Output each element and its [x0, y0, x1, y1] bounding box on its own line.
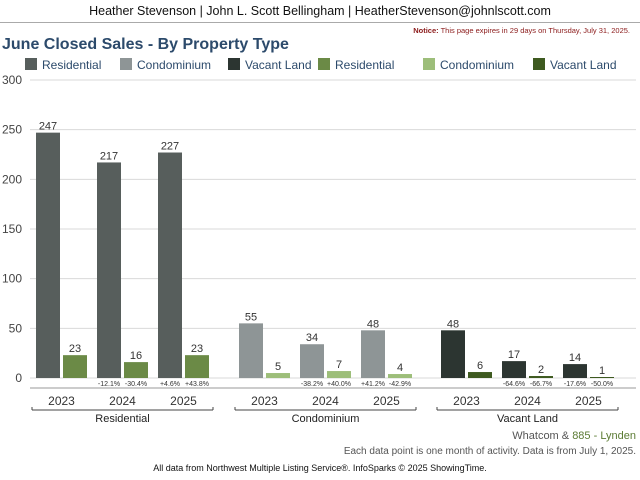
bar-value-label: 16	[130, 350, 142, 362]
area-name: 885 - Lynden	[572, 430, 636, 442]
bar-secondary	[266, 373, 290, 378]
change-label: -50.0%	[591, 381, 613, 388]
bar-chart: Residential Condominium Vacant Land Residen…	[2, 58, 636, 425]
notice-text: This page expires in 29 days on Thursday…	[440, 26, 630, 35]
change-label: -12.1%	[98, 381, 120, 388]
x-tick-label: 2023	[251, 394, 278, 408]
group-label: Vacant Land	[497, 413, 558, 425]
agent-contact-line: Heather Stevenson | John L. Scott Bellin…	[89, 4, 551, 18]
area-prefix: Whatcom &	[512, 430, 570, 442]
bar-value-label: 48	[447, 318, 459, 330]
x-tick-label: 2023	[453, 394, 480, 408]
bar-value-label: 34	[306, 332, 318, 344]
change-label: -17.6%	[564, 381, 586, 388]
chart-title: June Closed Sales - By Property Type	[2, 36, 289, 53]
legend-swatch	[25, 58, 37, 70]
legend-label: Residential	[335, 58, 394, 72]
bar-value-label: 48	[367, 318, 379, 330]
bar-value-label: 23	[69, 343, 81, 355]
bar-primary	[239, 323, 263, 378]
bar-primary	[300, 344, 324, 378]
legend-label: Condominium	[440, 58, 514, 72]
bar-value-label: 2	[538, 364, 544, 376]
change-label: +40.0%	[327, 381, 351, 388]
change-label: -66.7%	[530, 381, 552, 388]
source-note: All data from Northwest Multiple Listing…	[153, 463, 487, 473]
bar-value-label: 23	[191, 343, 203, 355]
bar-primary	[361, 330, 385, 378]
bar-value-label: 5	[275, 361, 281, 373]
bar-secondary	[327, 371, 351, 378]
bar-secondary	[63, 355, 87, 378]
legend-label: Vacant Land	[550, 58, 617, 72]
legend-swatch	[423, 58, 435, 70]
bar-secondary	[529, 376, 553, 378]
header-bar: Heather Stevenson | John L. Scott Bellin…	[0, 0, 640, 23]
change-label: -42.9%	[389, 381, 411, 388]
change-label: -38.2%	[301, 381, 323, 388]
group-label: Condominium	[292, 413, 360, 425]
legend-label: Vacant Land	[245, 58, 312, 72]
y-tick-label: 100	[2, 272, 22, 286]
y-tick-label: 200	[2, 172, 22, 186]
bar-secondary	[124, 362, 148, 378]
x-tick-label: 2024	[312, 394, 339, 408]
y-tick-label: 0	[15, 371, 22, 385]
x-tick-label: 2024	[109, 394, 136, 408]
bar-value-label: 55	[245, 311, 257, 323]
bar-value-label: 7	[336, 359, 342, 371]
bar-primary	[36, 132, 60, 378]
bar-primary	[158, 152, 182, 378]
x-tick-label: 2025	[575, 394, 602, 408]
legend-swatch	[228, 58, 240, 70]
bar-value-label: 17	[508, 349, 520, 361]
x-tick-label: 2025	[373, 394, 400, 408]
y-tick-label: 250	[2, 123, 22, 137]
expiry-notice: Notice: This page expires in 29 days on …	[413, 26, 630, 35]
bar-secondary	[388, 374, 412, 378]
legend-swatch	[318, 58, 330, 70]
bar-value-label: 14	[569, 352, 581, 364]
bar-value-label: 1	[599, 365, 605, 377]
bar-secondary	[590, 377, 614, 378]
x-tick-label: 2025	[170, 394, 197, 408]
x-tick-label: 2023	[48, 394, 75, 408]
bar-value-label: 247	[39, 121, 57, 133]
legend-swatch	[120, 58, 132, 70]
bar-value-label: 4	[397, 362, 403, 374]
bar-value-label: 217	[100, 150, 118, 162]
legend-label: Condominium	[137, 58, 211, 72]
legend-label: Residential	[42, 58, 101, 72]
data-note: Each data point is one month of activity…	[343, 446, 636, 457]
y-tick-label: 150	[2, 222, 22, 236]
change-label: +41.2%	[361, 381, 385, 388]
change-label: -64.6%	[503, 381, 525, 388]
group-label: Residential	[95, 413, 149, 425]
bar-primary	[502, 361, 526, 378]
y-tick-label: 300	[2, 73, 22, 87]
change-label: +43.8%	[185, 381, 209, 388]
x-tick-label: 2024	[514, 394, 541, 408]
y-tick-label: 50	[9, 321, 23, 335]
bar-value-label: 6	[477, 360, 483, 372]
bar-secondary	[468, 372, 492, 378]
area-label: Whatcom & 885 - Lynden	[512, 430, 636, 442]
change-label: +4.6%	[160, 381, 180, 388]
notice-label: Notice:	[413, 26, 439, 35]
bar-primary	[563, 364, 587, 378]
bar-primary	[97, 162, 121, 378]
bar-primary	[441, 330, 465, 378]
legend-swatch	[533, 58, 545, 70]
bar-value-label: 227	[161, 141, 179, 153]
change-label: -30.4%	[125, 381, 147, 388]
bar-secondary	[185, 355, 209, 378]
